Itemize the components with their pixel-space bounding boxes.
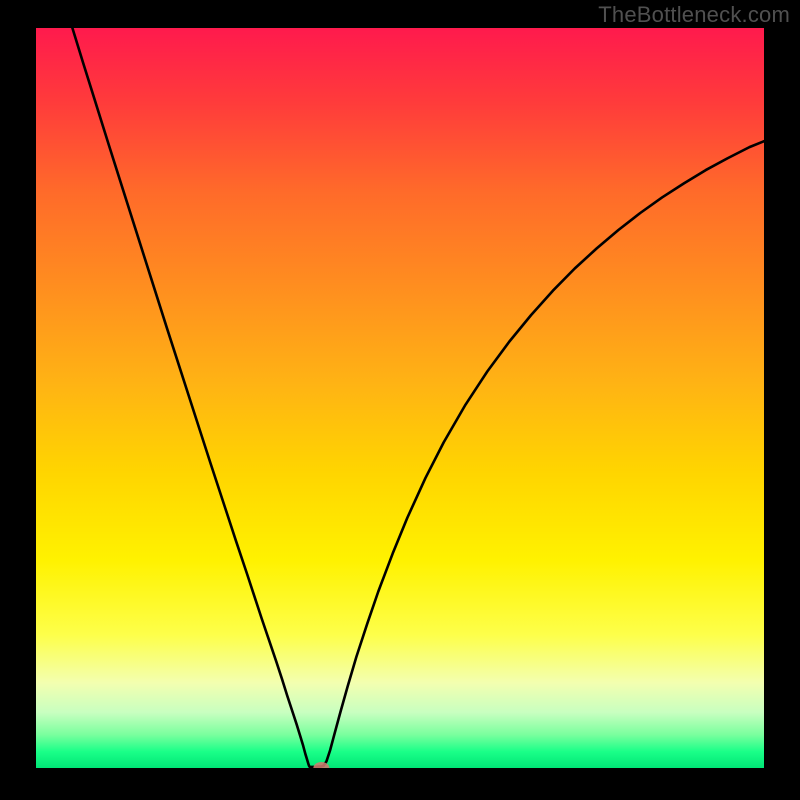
plot-area [36,28,764,768]
curve-layer [36,28,764,768]
watermark-text: TheBottleneck.com [598,2,790,28]
bottleneck-curve [72,28,764,767]
